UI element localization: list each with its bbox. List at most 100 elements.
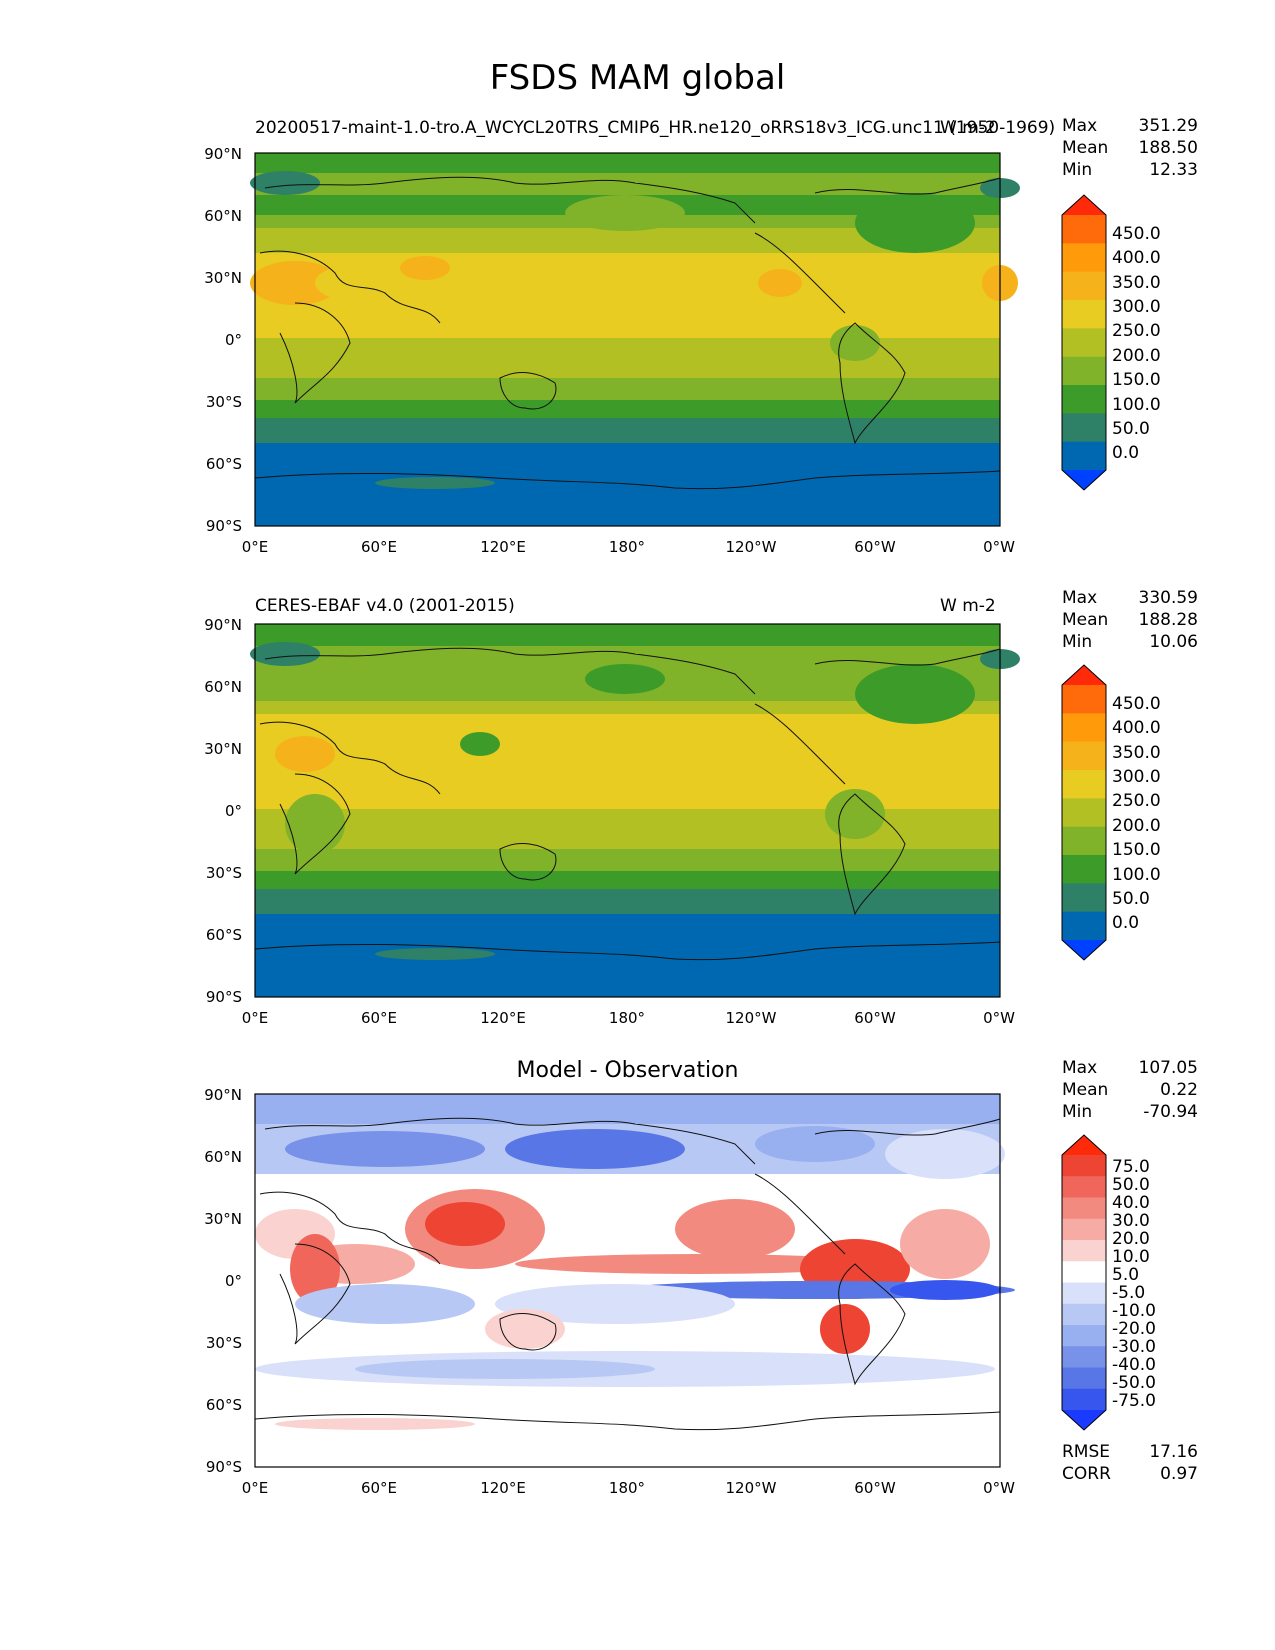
colorbar-segment (1062, 1176, 1106, 1198)
stat-rmse: RMSE 17.16 (1062, 1442, 1198, 1462)
lat-tick: 60°N (204, 678, 242, 696)
map-observation (250, 623, 1020, 998)
colorbar-label: 400.0 (1112, 718, 1161, 738)
panel-center-title: Model - Observation (516, 1058, 739, 1083)
lat-tick: 90°N (204, 145, 242, 163)
colorbar-segment (1062, 1325, 1106, 1347)
colorbar-label: -30.0 (1112, 1337, 1156, 1357)
colorbar-label: 5.0 (1112, 1265, 1140, 1285)
colorbar-label: 75.0 (1112, 1157, 1150, 1177)
panel-difference: Model - Observation Max 107.05 Mean 0.22 M… (0, 0, 1275, 1497)
map-frame (254, 623, 1001, 998)
colorbar-extend-bottom (1062, 470, 1106, 490)
colorbar-label: 50.0 (1112, 1175, 1150, 1195)
colorbar-label: 200.0 (1112, 816, 1161, 836)
colorbar-segment (1062, 1388, 1106, 1411)
lat-tick: 90°S (205, 988, 242, 1006)
colorbar-label: 0.0 (1112, 443, 1140, 463)
panel-model: 20200517-maint-1.0-tro.A_WCYCL20TRS_CMIP… (0, 0, 1275, 556)
lat-tick: 90°N (204, 616, 242, 634)
colorbar-segment (1062, 441, 1106, 471)
colorbar-segment (1062, 1218, 1106, 1241)
colorbar-label: 150.0 (1112, 840, 1161, 860)
stat-min: Min 12.33 (1062, 160, 1198, 180)
colorbar-segment (1062, 1155, 1106, 1177)
colorbar-segment (1062, 328, 1106, 358)
colorbar-segment (1062, 1240, 1106, 1262)
lon-tick: 180° (608, 1009, 646, 1027)
lon-tick: 60°W (854, 1479, 896, 1497)
stat-mean: Mean 0.22 (1062, 1080, 1198, 1100)
lat-tick: 60°N (204, 207, 242, 225)
colorbar-outline (1061, 664, 1107, 961)
map-difference (254, 1093, 1015, 1468)
lon-tick: 0°W (983, 1009, 1015, 1027)
lon-tick: 0°E (241, 538, 269, 556)
lat-tick: 60°S (205, 926, 242, 944)
panel-left-title: 20200517-maint-1.0-tro.A_WCYCL20TRS_CMIP… (255, 118, 1056, 138)
colorbar-outline (1061, 194, 1107, 491)
colorbar-segment (1062, 911, 1106, 941)
lat-tick: 30°N (204, 1210, 242, 1228)
lat-tick: 60°S (205, 455, 242, 473)
lon-tick: 0°W (983, 538, 1015, 556)
lon-tick: 120°E (480, 1009, 526, 1027)
panel-units: W m-2 (940, 596, 996, 616)
lon-tick: 0°E (241, 1479, 269, 1497)
colorbar-label: 350.0 (1112, 273, 1161, 293)
stat-mean: Mean 188.50 (1062, 138, 1198, 158)
colorbar-segment (1062, 826, 1106, 856)
colorbar-extend-bottom (1062, 1410, 1106, 1430)
colorbar-label: 300.0 (1112, 297, 1161, 317)
colorbar-segment (1062, 1197, 1106, 1220)
lat-tick: 90°S (205, 1458, 242, 1476)
colorbar-extend-top (1062, 665, 1106, 685)
lat-tick: 60°N (204, 1148, 242, 1166)
colorbar-label: 350.0 (1112, 743, 1161, 763)
colorbar-segment (1062, 741, 1106, 771)
map-model (250, 152, 1020, 527)
colorbar-label: 200.0 (1112, 346, 1161, 366)
colorbar (1061, 194, 1107, 491)
colorbar-label: 300.0 (1112, 767, 1161, 787)
colorbar-segment (1062, 1367, 1106, 1390)
lon-tick: 60°W (854, 538, 896, 556)
colorbar-segment (1062, 1303, 1106, 1326)
lat-tick: 0° (224, 331, 242, 349)
stat-max: Max 330.59 (1062, 588, 1198, 608)
stat-mean: Mean 188.28 (1062, 610, 1198, 630)
colorbar-label: 150.0 (1112, 370, 1161, 390)
lat-tick: 60°S (205, 1396, 242, 1414)
lat-tick: 90°N (204, 1086, 242, 1104)
colorbar-segment (1062, 413, 1106, 443)
colorbar-segment (1062, 243, 1106, 273)
stat-min: Min 10.06 (1062, 632, 1198, 652)
lon-tick: 0°W (983, 1479, 1015, 1497)
colorbar-extend-top (1062, 1135, 1106, 1155)
colorbar-label: 30.0 (1112, 1211, 1150, 1231)
colorbar-segment (1062, 685, 1106, 714)
colorbar-label: -5.0 (1112, 1283, 1146, 1303)
colorbar-label: -75.0 (1112, 1391, 1156, 1411)
colorbar-label: 20.0 (1112, 1229, 1150, 1249)
lon-tick: 120°E (480, 538, 526, 556)
colorbar-label: 50.0 (1112, 889, 1150, 909)
colorbar-segment (1062, 855, 1106, 884)
colorbar-label: 250.0 (1112, 321, 1161, 341)
stat-max: Max 107.05 (1062, 1058, 1198, 1078)
colorbar-segment (1062, 300, 1106, 329)
colorbar-segment (1062, 798, 1106, 828)
colorbar-segment (1062, 770, 1106, 799)
colorbar-label: 100.0 (1112, 395, 1161, 415)
lon-tick: 60°W (854, 1009, 896, 1027)
colorbar-label: -10.0 (1112, 1301, 1156, 1321)
lon-tick: 120°W (725, 1479, 777, 1497)
colorbar-label: 250.0 (1112, 791, 1161, 811)
colorbar-segment (1062, 215, 1106, 244)
colorbar-label: 100.0 (1112, 865, 1161, 885)
colorbar-label: 400.0 (1112, 248, 1161, 268)
stat-max: Max 351.29 (1062, 116, 1198, 136)
lon-tick: 120°W (725, 538, 777, 556)
lat-tick: 0° (224, 1272, 242, 1290)
panel-units: W m-2 (940, 118, 996, 138)
